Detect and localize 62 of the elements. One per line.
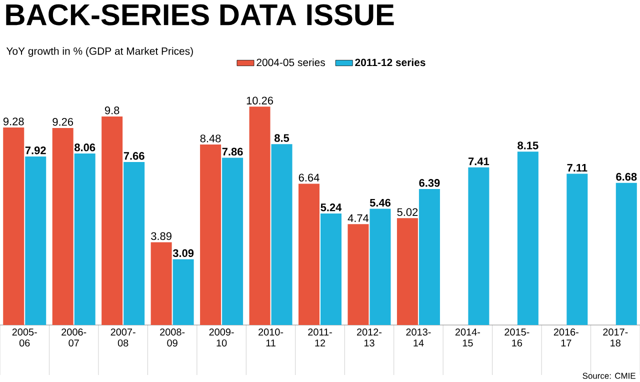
bar [52, 128, 74, 325]
bar [124, 162, 145, 325]
data-label: 9.28 [3, 118, 24, 126]
data-label: 8.48 [200, 134, 221, 142]
data-label: 9.8 [104, 106, 120, 114]
x-tick-label: 2017-18 [603, 328, 628, 347]
data-label: 3.09 [172, 249, 194, 258]
bar [468, 167, 490, 325]
x-tick-label: 2006-07 [62, 328, 86, 347]
bar [200, 144, 222, 325]
legend-label: 2011-12 series [355, 58, 426, 66]
x-tick-label: 2008-09 [160, 328, 185, 347]
bar [25, 156, 46, 325]
data-label: 6.64 [298, 174, 320, 182]
bar [616, 182, 637, 325]
bar [74, 153, 96, 325]
data-label: 3.89 [151, 232, 172, 240]
data-label: 7.86 [222, 148, 243, 156]
legend-label: 2004-05 series [256, 58, 325, 66]
x-tick-label: 2005-06 [12, 328, 37, 347]
x-tick-label: 2010-11 [258, 328, 284, 346]
data-label: 10.26 [246, 96, 273, 104]
x-tick-label: 2011-12 [308, 328, 332, 346]
data-label: 5.24 [320, 204, 342, 212]
x-tick-label: 2014-15 [455, 328, 480, 347]
x-tick-label: 2013-14 [406, 328, 431, 346]
bar [418, 189, 440, 325]
data-label: 7.11 [567, 164, 588, 172]
bar [320, 213, 342, 325]
data-label: 7.92 [25, 146, 46, 154]
bar [172, 259, 194, 325]
x-tick-label: 2009-10 [209, 328, 234, 347]
x-tick-label: 2007-08 [110, 328, 136, 347]
bar [298, 184, 320, 325]
source-note: Source: CMIE [582, 372, 636, 379]
data-label: 8.06 [74, 144, 96, 152]
data-label: 8.5 [274, 134, 290, 142]
bar [396, 218, 418, 325]
data-label: 7.66 [124, 152, 144, 160]
bar [271, 144, 292, 325]
bar [3, 128, 24, 325]
chart-title: BACK-SERIES DATA ISSUE [6, 4, 394, 26]
x-tick-label: 2012-13 [356, 328, 382, 347]
bar [348, 224, 369, 325]
bar [249, 106, 270, 325]
bar [517, 152, 538, 325]
bar [370, 208, 391, 325]
chart-subtitle: YoY growth in % (GDP at Market Prices) [6, 47, 193, 57]
data-label: 7.41 [468, 158, 490, 166]
data-label: 5.46 [370, 198, 391, 207]
data-label: 6.39 [419, 179, 440, 187]
data-label: 9.26 [52, 118, 74, 126]
bar [222, 158, 244, 325]
bar [150, 242, 172, 325]
x-tick-label: 2015-16 [504, 328, 530, 347]
data-label: 5.02 [397, 208, 418, 216]
x-tick-label: 2016-17 [554, 328, 578, 346]
bar [566, 174, 588, 325]
data-label: 6.68 [616, 172, 637, 181]
data-label: 4.74 [348, 214, 369, 222]
data-label: 8.15 [518, 142, 538, 150]
bar [102, 116, 123, 325]
